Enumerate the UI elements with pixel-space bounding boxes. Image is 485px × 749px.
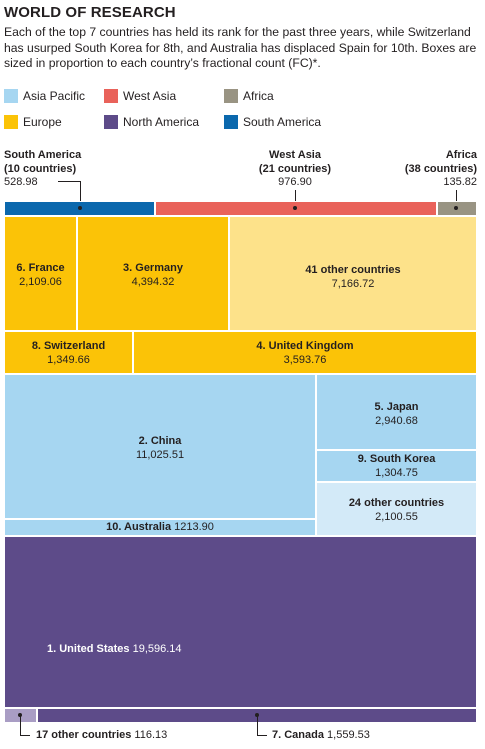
legend-swatch-europe <box>4 115 18 129</box>
legend-label-europe: Europe <box>23 115 62 129</box>
annotation-south-america: South America (10 countries) 528.98 <box>4 149 81 190</box>
label-asia-pacific-other-value: 2,100.55 <box>375 510 418 523</box>
label-united-states-value: 19,596.14 <box>132 643 182 655</box>
label-germany-name: 3. Germany <box>123 262 183 274</box>
annotation-west-asia: West Asia (21 countries) 976.90 <box>255 149 335 190</box>
legend-swatch-africa <box>224 89 238 103</box>
label-united-states-name: 1. United States <box>47 643 130 655</box>
label-australia-name: 10. Australia <box>106 521 172 533</box>
label-asia-pacific-other-name: 24 other countries <box>348 497 445 509</box>
legend-label-africa: Africa <box>243 89 274 103</box>
leader-line-north-america-other-h <box>20 735 30 736</box>
annotation-africa: Africa (38 countries) 135.82 <box>405 149 477 190</box>
bar-dot-west-asia <box>293 206 297 210</box>
annotation-south-america-region: South America <box>4 149 82 161</box>
bar-dot-africa <box>454 206 458 210</box>
leader-line-canada-h <box>257 735 267 736</box>
legend-swatch-south-america <box>224 115 238 129</box>
label-australia-value: 1213.90 <box>174 521 214 533</box>
block-europe-other-countries: 41 other countries 7,166.72 <box>229 216 477 331</box>
block-united-kingdom: 4. United Kingdom 3,593.76 <box>133 331 477 374</box>
leader-line-west-asia <box>295 190 296 208</box>
block-asia-pacific-other-countries: 24 other countries 2,100.55 <box>316 482 477 536</box>
label-europe-other-value: 7,166.72 <box>331 277 375 290</box>
annotation-west-asia-region: West Asia <box>269 149 321 161</box>
legend-swatch-asia-pacific <box>4 89 18 103</box>
label-china-name: 2. China <box>138 435 182 447</box>
block-china: 2. China 11,025.51 <box>4 374 316 519</box>
annotation-south-america-count: (10 countries) <box>4 162 77 175</box>
label-europe-other-name: 41 other countries <box>305 264 401 276</box>
block-germany: 3. Germany 4,394.32 <box>77 216 229 331</box>
annotation-canada-name: 7. Canada <box>272 729 324 741</box>
leader-line-south-america-v <box>80 181 81 208</box>
block-australia: 10. Australia 1213.90 <box>4 519 316 536</box>
annotation-canada: 7. Canada 1,559.53 <box>272 729 370 743</box>
leader-line-north-america-other-v <box>20 715 21 735</box>
annotation-south-america-value: 528.98 <box>4 176 38 188</box>
label-france-name: 6. France <box>16 262 65 274</box>
label-japan-name: 5. Japan <box>374 401 419 413</box>
annotation-west-asia-count: (21 countries) <box>258 162 332 175</box>
label-united-kingdom-name: 4. United Kingdom <box>256 340 354 352</box>
chart-title: WORLD OF RESEARCH <box>4 4 176 21</box>
label-japan-value: 2,940.68 <box>375 414 418 427</box>
annotation-africa-count: (38 countries) <box>404 162 477 175</box>
legend-label-south-america: South America <box>243 115 322 129</box>
legend-swatch-west-asia <box>104 89 118 103</box>
block-france: 6. France 2,109.06 <box>4 216 77 331</box>
label-switzerland-name: 8. Switzerland <box>31 340 106 352</box>
block-united-states: 1. United States 19,596.14 <box>4 536 477 708</box>
annotation-africa-value: 135.82 <box>443 176 477 188</box>
bar-dot-south-america <box>78 206 82 210</box>
annotation-north-america-other-value: 116.13 <box>134 729 168 741</box>
leader-line-south-america-h <box>58 181 80 182</box>
leader-line-canada-v <box>257 715 258 735</box>
label-france-value: 2,109.06 <box>19 275 62 288</box>
legend-label-west-asia: West Asia <box>123 89 177 103</box>
block-japan: 5. Japan 2,940.68 <box>316 374 477 450</box>
annotation-west-asia-value: 976.90 <box>278 176 312 188</box>
annotation-africa-region: Africa <box>445 149 477 161</box>
legend-label-north-america: North America <box>123 115 200 129</box>
label-south-korea-name: 9. South Korea <box>357 453 436 465</box>
label-south-korea-value: 1,304.75 <box>375 466 418 479</box>
annotation-north-america-other-name: 17 other countries <box>36 729 132 741</box>
label-switzerland-value: 1,349.66 <box>47 353 90 366</box>
annotation-canada-value: 1,559.53 <box>327 729 370 741</box>
legend-swatch-north-america <box>104 115 118 129</box>
label-china-value: 11,025.51 <box>135 448 185 461</box>
label-united-kingdom-value: 3,593.76 <box>283 353 327 366</box>
block-switzerland: 8. Switzerland 1,349.66 <box>4 331 133 374</box>
legend-label-asia-pacific: Asia Pacific <box>23 89 86 103</box>
annotation-north-america-other: 17 other countries 116.13 <box>36 729 167 743</box>
block-south-korea: 9. South Korea 1,304.75 <box>316 450 477 482</box>
label-germany-value: 4,394.32 <box>131 275 175 288</box>
leader-line-africa <box>456 190 457 208</box>
chart-subtitle: Each of the top 7 countries has held its… <box>4 25 477 70</box>
